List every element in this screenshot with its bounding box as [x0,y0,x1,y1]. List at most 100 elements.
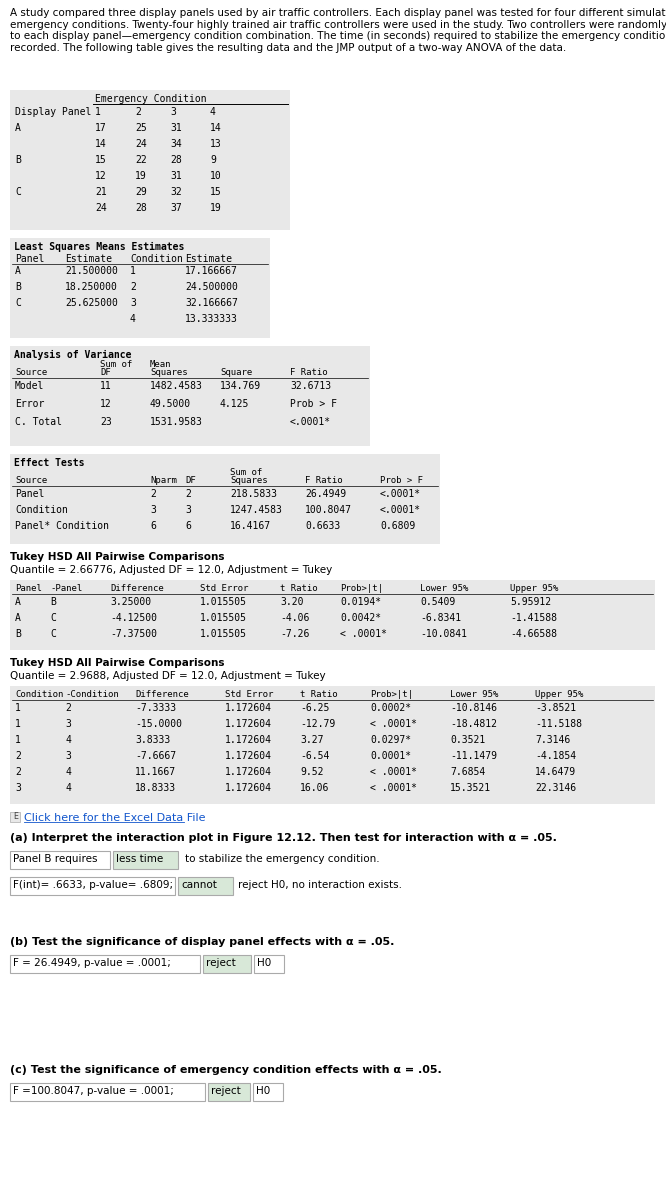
Text: 3: 3 [65,751,71,761]
Text: 4: 4 [210,107,216,117]
Text: -3.8521: -3.8521 [535,703,576,713]
Text: Std Error: Std Error [225,690,273,698]
Text: Panel: Panel [15,254,45,264]
Text: 1.172604: 1.172604 [225,751,272,761]
Text: 0.0297*: 0.0297* [370,736,411,745]
Bar [254,955,284,973]
Text: Source: Source [15,476,47,485]
Text: Squares: Squares [150,368,188,377]
Text: Emergency Condition: Emergency Condition [95,93,206,104]
Text: 16.06: 16.06 [300,783,330,793]
Text: 2: 2 [150,489,156,500]
Text: to stabilize the emergency condition.: to stabilize the emergency condition. [185,854,380,864]
Text: 16.4167: 16.4167 [230,521,271,531]
Text: 15: 15 [210,187,222,196]
Bar [253,1083,283,1101]
Text: C: C [15,298,21,308]
Text: 0.0001*: 0.0001* [370,751,411,761]
Text: A: A [15,123,21,133]
Text: 1.172604: 1.172604 [225,783,272,793]
Text: reject H0, no interaction exists.: reject H0, no interaction exists. [238,881,402,890]
Text: 218.5833: 218.5833 [230,489,277,500]
Text: 3.27: 3.27 [300,736,324,745]
Text: 1247.4583: 1247.4583 [230,506,283,515]
Text: 34: 34 [170,139,182,149]
Text: 1531.9583: 1531.9583 [150,417,203,426]
Text: 7.6854: 7.6854 [450,767,486,778]
Text: 18.250000: 18.250000 [65,282,118,292]
Text: < .0001*: < .0001* [370,719,417,730]
Text: 3.25000: 3.25000 [110,597,151,607]
Text: 14.6479: 14.6479 [535,767,576,778]
Text: 17.166667: 17.166667 [185,266,238,276]
Text: -1.41588: -1.41588 [510,613,557,623]
Text: 3: 3 [130,298,136,308]
Bar [208,1083,250,1101]
Text: 9.52: 9.52 [300,767,324,778]
Text: Upper 95%: Upper 95% [535,690,583,698]
Text: -10.8146: -10.8146 [450,703,497,713]
Text: -6.54: -6.54 [300,751,330,761]
Text: 0.0042*: 0.0042* [340,613,381,623]
Text: Prob>|t|: Prob>|t| [340,583,383,593]
Text: B: B [50,597,56,607]
Text: Condition: Condition [15,506,68,515]
Text: A: A [15,613,21,623]
Text: 0.3521: 0.3521 [450,736,486,745]
Bar [10,238,270,338]
Text: 24: 24 [95,202,107,213]
Text: Source: Source [15,368,47,377]
Text: 25: 25 [135,123,147,133]
Text: A: A [15,266,21,276]
Text: 17: 17 [95,123,107,133]
Text: 1.172604: 1.172604 [225,767,272,778]
Text: -Panel: -Panel [50,583,82,593]
Text: 37: 37 [170,202,182,213]
Text: 0.0194*: 0.0194* [340,597,381,607]
Text: <.0001*: <.0001* [290,417,331,426]
Text: < .0001*: < .0001* [340,629,387,639]
Text: Condition: Condition [15,690,63,698]
Text: 32.6713: 32.6713 [290,381,331,391]
Text: < .0001*: < .0001* [370,783,417,793]
Text: cannot: cannot [181,881,217,890]
Text: Condition: Condition [130,254,183,264]
Text: Sum of: Sum of [100,361,133,369]
Text: Lower 95%: Lower 95% [420,583,468,593]
Text: (b) Test the significance of display panel effects with α = .05.: (b) Test the significance of display pan… [10,937,394,946]
Text: 19: 19 [135,171,147,181]
Text: 6: 6 [150,521,156,531]
Text: 21: 21 [95,187,107,196]
Bar [10,877,175,895]
Text: Prob > F: Prob > F [290,399,337,409]
Text: Sum of: Sum of [230,468,262,477]
Text: E: E [13,812,18,821]
Text: 1.172604: 1.172604 [225,719,272,730]
Text: 11.1667: 11.1667 [135,767,176,778]
Text: 23: 23 [100,417,112,426]
Text: Analysis of Variance: Analysis of Variance [14,350,131,361]
Text: Error: Error [15,399,45,409]
Text: -7.37500: -7.37500 [110,629,157,639]
Text: 0.6809: 0.6809 [380,521,415,531]
Text: 1: 1 [15,719,21,730]
Text: 7.3146: 7.3146 [535,736,570,745]
Text: A study compared three display panels used by air traffic controllers. Each disp: A study compared three display panels us… [10,8,666,53]
Text: 2: 2 [130,282,136,292]
Text: Difference: Difference [110,583,164,593]
Text: 49.5000: 49.5000 [150,399,191,409]
Text: 26.4949: 26.4949 [305,489,346,500]
Text: 1: 1 [15,703,21,713]
Text: 4: 4 [130,314,136,323]
Text: 4: 4 [65,736,71,745]
Text: C: C [50,613,56,623]
Text: 1: 1 [130,266,136,276]
Text: Tukey HSD All Pairwise Comparisons: Tukey HSD All Pairwise Comparisons [10,552,224,562]
Text: B: B [15,282,21,292]
Text: reject: reject [206,958,236,968]
Text: 32.166667: 32.166667 [185,298,238,308]
Text: 1.172604: 1.172604 [225,736,272,745]
Text: t Ratio: t Ratio [280,583,318,593]
Text: Panel: Panel [15,489,45,500]
Text: 15: 15 [95,155,107,165]
